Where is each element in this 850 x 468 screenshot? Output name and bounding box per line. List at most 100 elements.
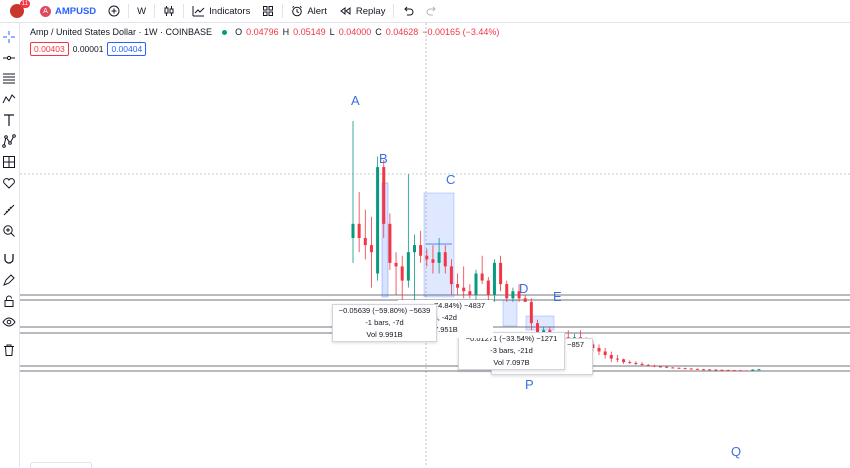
zoom-tool[interactable]	[2, 224, 16, 238]
candle	[443, 245, 447, 274]
buy-price-button[interactable]: 0.00404	[107, 42, 147, 56]
candle	[425, 248, 429, 267]
magnet-icon	[4, 254, 14, 264]
visibility-tool[interactable]	[2, 315, 16, 329]
candle-body	[449, 266, 453, 285]
candle	[652, 364, 656, 368]
spread-value: 0.00001	[72, 44, 104, 54]
candle	[603, 347, 607, 359]
interval-button[interactable]: W	[131, 0, 152, 22]
candle-body	[357, 223, 361, 239]
crosshair-icon	[3, 31, 15, 43]
candle-body	[363, 238, 367, 246]
trash-icon	[4, 344, 14, 356]
replay-button[interactable]: Replay	[333, 0, 392, 22]
candle	[609, 351, 613, 363]
ruler-tool[interactable]	[2, 203, 16, 217]
drawing-mode-tool[interactable]	[2, 273, 16, 287]
redo-icon	[427, 6, 437, 16]
candle	[720, 369, 724, 371]
favorites-tool[interactable]	[2, 176, 16, 190]
candle	[683, 367, 687, 370]
candle	[634, 361, 638, 365]
tooltip-3-line3: Vol 7.097B	[493, 358, 530, 367]
candle	[419, 230, 423, 263]
candle	[376, 156, 380, 281]
undo-button[interactable]	[396, 0, 420, 22]
tooltip-2-line2: s, -42d	[434, 313, 457, 322]
undo-icon	[404, 6, 414, 16]
chart-legend: Amp / United States Dollar · 1W · COINBA…	[30, 27, 499, 37]
marker-p[interactable]: P	[525, 377, 534, 392]
trend-line-tool[interactable]	[2, 51, 16, 65]
candle	[689, 368, 693, 370]
candle	[695, 368, 699, 370]
divider	[154, 4, 156, 18]
candle	[456, 273, 460, 295]
marker-e[interactable]: E	[553, 289, 562, 304]
marker-a[interactable]: A	[351, 93, 360, 108]
candle-body	[689, 368, 693, 370]
marker-b[interactable]: B	[379, 151, 388, 166]
candles-icon	[164, 6, 174, 16]
avatar[interactable]: 11	[10, 0, 30, 18]
candle	[671, 367, 675, 369]
candle	[622, 358, 626, 364]
range-e[interactable]	[525, 315, 555, 331]
market-status-dot	[222, 29, 228, 35]
range-d[interactable]	[502, 299, 518, 327]
pattern-nodes-tool[interactable]	[2, 134, 16, 148]
candle	[486, 277, 490, 302]
marker-d[interactable]: D	[519, 281, 529, 296]
sell-price-button[interactable]: 0.00403	[30, 42, 69, 56]
alert-button[interactable]: Alert	[285, 0, 333, 22]
symbol-title[interactable]: Amp / United States Dollar · 1W · COINBA…	[30, 27, 213, 37]
chart-type-button[interactable]	[157, 0, 181, 22]
magnet-tool[interactable]	[2, 252, 16, 266]
candle	[351, 121, 355, 263]
candle-body	[683, 368, 687, 370]
tooltip-3-line2: -3 bars, -21d	[490, 346, 533, 355]
tooltip-1-line2: -1 bars, -7d	[365, 318, 404, 327]
symbol-search[interactable]: A AMPUSD	[34, 0, 102, 22]
ruler-icon	[3, 204, 15, 216]
redo-button[interactable]	[420, 0, 444, 22]
candle	[437, 238, 441, 274]
candle-body	[431, 259, 435, 263]
indicators-button[interactable]: Indicators	[186, 0, 256, 22]
measure-grid-icon	[3, 156, 15, 168]
lock-tool[interactable]	[2, 294, 16, 308]
candle	[363, 209, 367, 260]
candle	[726, 369, 730, 371]
text-tool[interactable]	[2, 113, 16, 127]
candle	[597, 344, 601, 356]
templates-button[interactable]	[256, 0, 280, 22]
candle-body	[492, 262, 496, 295]
pattern-tool[interactable]	[2, 92, 16, 106]
candle-body	[659, 366, 662, 368]
candle-body	[708, 369, 712, 371]
candle-body	[720, 369, 724, 371]
candle	[665, 366, 669, 368]
remove-drawings-tool[interactable]	[2, 343, 16, 357]
marker-c[interactable]: C	[446, 172, 456, 187]
divider	[128, 4, 130, 18]
fib-retracement-icon	[3, 73, 15, 84]
candle	[388, 213, 392, 270]
prediction-tool[interactable]	[2, 155, 16, 169]
candle-body	[419, 245, 423, 256]
bottom-panel-handle[interactable]	[30, 462, 92, 468]
fib-tool[interactable]	[2, 71, 16, 85]
candle-body	[529, 301, 533, 324]
crosshair-tool[interactable]	[2, 30, 16, 44]
eye-icon	[2, 317, 16, 327]
user-menu[interactable]: 11	[0, 0, 30, 22]
replay-label: Replay	[355, 5, 386, 17]
marker-q[interactable]: Q	[731, 444, 742, 459]
candle-body	[640, 363, 644, 365]
symbol-logo-icon: A	[40, 5, 51, 17]
trade-prices: 0.00403 0.00001 0.00404	[30, 42, 147, 56]
compare-button[interactable]	[102, 0, 126, 22]
candle-body	[665, 366, 669, 368]
price-chart[interactable]	[20, 23, 850, 467]
